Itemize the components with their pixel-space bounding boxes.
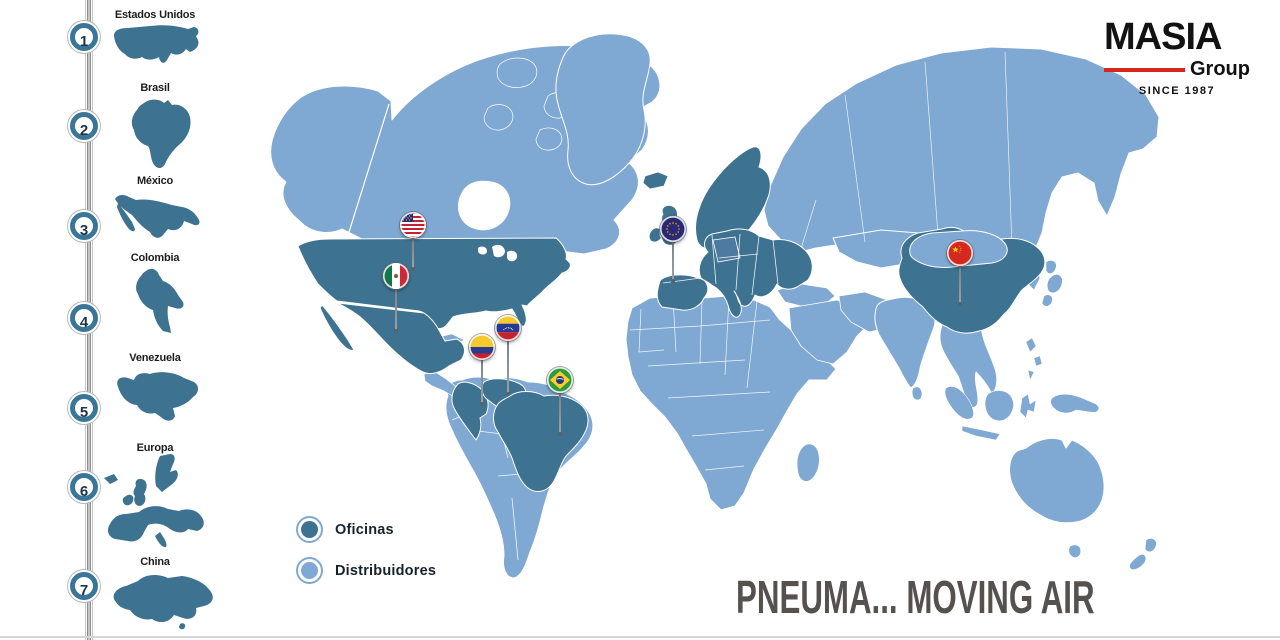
sidebar-label-venezuela: Venezuela — [129, 352, 181, 364]
logo-since-text: SINCE 1987 — [1138, 85, 1216, 97]
eu-pin-stem — [671, 241, 675, 283]
mexico-flag-pin — [383, 263, 409, 289]
venezuela-map-silhouette — [117, 372, 199, 421]
eu-flag-pin — [660, 216, 686, 242]
office-marker-icon — [296, 516, 323, 543]
region-europe-mainland — [656, 228, 813, 318]
timeline-number-1: 1 — [70, 23, 98, 51]
sidebar-label-colombia: Colombia — [130, 252, 180, 264]
legend-item-distribuidores: Distribuidores — [296, 557, 436, 584]
logo-group-text: Group — [1190, 58, 1250, 80]
slide-bottom-edge — [0, 636, 1280, 638]
great-lakes — [478, 244, 518, 262]
timeline-number-5: 5 — [70, 394, 98, 422]
logo-brand-text: MASIA — [1104, 16, 1222, 58]
sidebar-label-europa: Europa — [136, 442, 174, 454]
europe-internal-borders — [662, 233, 779, 296]
colombia-pin-stem — [480, 359, 484, 406]
russia-internal-borders — [799, 51, 1013, 253]
colombia-map-silhouette — [136, 268, 184, 333]
tagline-text: PNEUMA... MOVING AIR — [736, 571, 1095, 623]
sidebar-label-brasil: Brasil — [140, 82, 170, 94]
china-map-silhouette — [113, 574, 213, 630]
timeline-number-7: 7 — [70, 572, 98, 600]
venezuela-pin-stem — [506, 340, 510, 396]
region-africa — [625, 295, 837, 511]
region-philippines — [1025, 337, 1043, 381]
region-usa — [297, 237, 571, 330]
region-brazil — [493, 391, 589, 492]
region-germany-shade — [712, 236, 741, 263]
mexico-map-silhouette — [115, 194, 200, 238]
europe-map-silhouette — [104, 454, 204, 548]
region-madagascar — [796, 443, 820, 482]
legend-item-oficinas: Oficinas — [296, 516, 436, 543]
timeline-number-6: 6 — [70, 473, 98, 501]
hudson-bay — [457, 180, 511, 231]
distributor-marker-icon — [296, 557, 323, 584]
region-russia — [763, 46, 1160, 260]
sidebar-label-china: China — [140, 556, 170, 568]
legend-label-oficinas: Oficinas — [335, 521, 394, 538]
usa-pin-stem — [411, 237, 415, 271]
region-mexico — [319, 302, 465, 375]
timeline-number-4: 4 — [70, 304, 98, 332]
colombia-flag-pin — [469, 334, 495, 360]
alaska-border-line — [348, 103, 390, 233]
logo-red-line — [1104, 67, 1185, 72]
region-japan — [1041, 260, 1063, 307]
brazil-map-silhouette — [131, 99, 191, 169]
region-new-zealand — [1129, 538, 1157, 570]
region-india — [874, 296, 936, 401]
mexico-pin-stem — [394, 288, 398, 333]
region-turkey — [776, 283, 836, 307]
region-australia — [1009, 437, 1105, 559]
region-iceland — [642, 171, 669, 190]
brazil-flag-pin — [547, 367, 573, 393]
masia-group-logo: MASIA Group SINCE 1987 — [1104, 18, 1250, 97]
timeline-number-3: 3 — [70, 212, 98, 240]
africa-internal-borders — [629, 296, 771, 471]
usa-map-silhouette — [114, 25, 199, 63]
sidebar-label-mexico: México — [136, 175, 174, 187]
usa-flag-pin — [400, 212, 426, 238]
legend-label-distribuidores: Distribuidores — [335, 562, 437, 579]
venezuela-flag-pin — [495, 315, 521, 341]
brazil-pin-stem — [558, 392, 562, 436]
china-flag-pin — [947, 240, 973, 266]
region-indonesia — [944, 386, 1100, 441]
china-pin-stem — [958, 265, 962, 306]
map-legend: Oficinas Distribuidores — [296, 516, 436, 598]
region-greenland — [555, 33, 651, 186]
sidebar-label-estados-unidos: Estados Unidos — [114, 9, 196, 21]
timeline-number-2: 2 — [70, 112, 98, 140]
